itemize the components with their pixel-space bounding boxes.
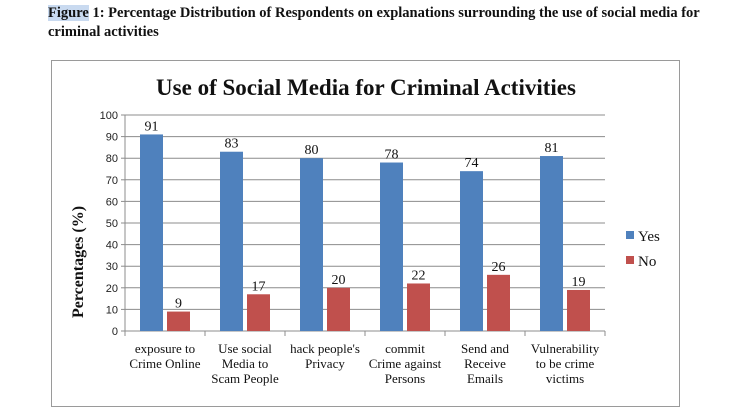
y-tick-label: 60 bbox=[106, 196, 118, 208]
x-tick-label: Emails bbox=[467, 371, 503, 386]
y-tick-label: 50 bbox=[106, 218, 118, 230]
data-label-yes: 81 bbox=[545, 141, 559, 156]
data-label-no: 26 bbox=[492, 260, 506, 275]
bar-no bbox=[167, 311, 190, 331]
x-tick-label: Crime Online bbox=[129, 356, 200, 371]
x-tick-label: commit bbox=[385, 341, 425, 356]
x-tick-label: to be crime bbox=[536, 356, 595, 371]
bar-yes bbox=[220, 151, 243, 331]
data-label-yes: 74 bbox=[465, 156, 479, 171]
x-tick-label: victims bbox=[546, 371, 584, 386]
bar-yes bbox=[540, 156, 563, 331]
x-tick-label: Persons bbox=[385, 371, 425, 386]
bar-no bbox=[407, 283, 430, 331]
x-tick-label: Privacy bbox=[305, 356, 345, 371]
data-label-no: 20 bbox=[332, 273, 346, 288]
chart-container: Use of Social Media for Criminal Activit… bbox=[51, 60, 680, 407]
y-tick-label: 0 bbox=[112, 326, 118, 338]
data-label-yes: 91 bbox=[145, 119, 159, 134]
x-tick-label: Receive bbox=[464, 356, 506, 371]
data-label-yes: 80 bbox=[305, 143, 319, 158]
legend-swatch-yes bbox=[626, 231, 634, 239]
bar-yes bbox=[380, 162, 403, 331]
y-tick-label: 20 bbox=[106, 283, 118, 295]
y-tick-label: 30 bbox=[106, 261, 118, 273]
x-tick-label: Send and bbox=[461, 341, 510, 356]
x-tick-label: Vulnerability bbox=[531, 341, 600, 356]
figure-caption-label: Figure bbox=[48, 5, 89, 21]
x-tick-label: Scam People bbox=[211, 371, 279, 386]
figure-caption-text: 1: Percentage Distribution of Respondent… bbox=[48, 5, 700, 40]
data-label-yes: 78 bbox=[385, 148, 399, 163]
legend-label-no: No bbox=[638, 254, 656, 270]
x-tick-label: hack people's bbox=[290, 341, 360, 356]
data-label-yes: 83 bbox=[225, 137, 239, 152]
chart-title: Use of Social Media for Criminal Activit… bbox=[156, 75, 576, 100]
y-tick-label: 80 bbox=[106, 153, 118, 165]
bar-yes bbox=[460, 171, 483, 331]
data-label-no: 19 bbox=[572, 275, 586, 290]
bar-no bbox=[327, 287, 350, 331]
legend-label-yes: Yes bbox=[638, 229, 660, 245]
x-tick-label: Media to bbox=[222, 356, 269, 371]
bar-no bbox=[487, 274, 510, 331]
bar-yes bbox=[140, 134, 163, 331]
y-tick-label: 100 bbox=[100, 110, 118, 122]
data-label-no: 17 bbox=[252, 279, 266, 294]
bar-chart: Use of Social Media for Criminal Activit… bbox=[70, 75, 660, 386]
bar-yes bbox=[300, 158, 323, 331]
y-tick-label: 90 bbox=[106, 132, 118, 144]
y-tick-label: 10 bbox=[106, 304, 118, 316]
data-label-no: 22 bbox=[412, 268, 426, 283]
bar-no bbox=[247, 294, 270, 331]
x-tick-label: Crime against bbox=[369, 356, 442, 371]
data-label-no: 9 bbox=[175, 297, 182, 312]
legend-swatch-no bbox=[626, 256, 634, 264]
y-axis-label: Percentages (%) bbox=[70, 206, 87, 318]
x-tick-label: Use social bbox=[218, 341, 272, 356]
figure-caption: Figure 1: Percentage Distribution of Res… bbox=[48, 4, 728, 42]
y-tick-label: 40 bbox=[106, 240, 118, 252]
x-tick-label: exposure to bbox=[135, 341, 195, 356]
bar-no bbox=[567, 289, 590, 331]
y-tick-label: 70 bbox=[106, 175, 118, 187]
